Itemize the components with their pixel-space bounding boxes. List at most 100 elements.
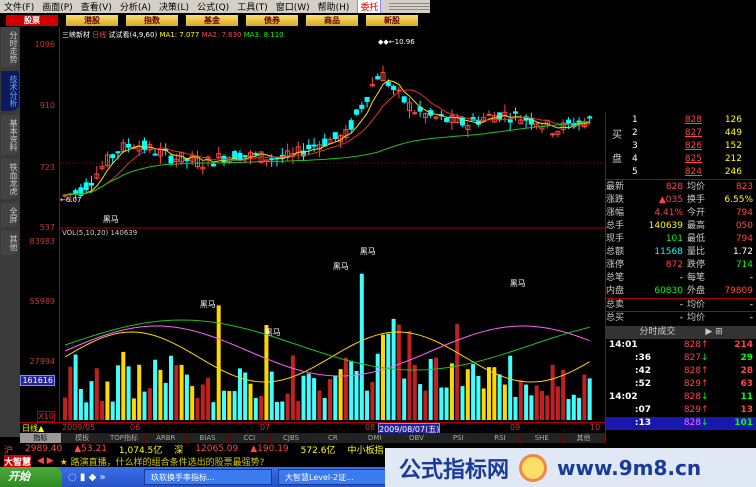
trade-row[interactable]: :07 829 ↑ 13 <box>606 404 756 417</box>
menu-item[interactable]: 工具(T) <box>237 3 268 13</box>
stat-value: 714 <box>735 260 753 270</box>
stat-label: 均价 <box>687 300 706 310</box>
taskbar-item[interactable]: 玖软换手率指标... <box>144 469 272 485</box>
market-tab[interactable]: 基金 <box>186 14 238 26</box>
kline-chart[interactable]: ◆◆←10.96 ←6.07 黑马 黑马 黑马 黑马 黑马 黑马 <box>60 27 605 422</box>
candle-body <box>449 114 455 124</box>
menu-item[interactable]: 查看(V) <box>80 3 112 13</box>
market-tab[interactable]: 指数 <box>126 14 178 26</box>
candle-body <box>385 81 391 86</box>
formula-label: 试试看(4,9,60) <box>108 31 158 39</box>
volume-bar <box>269 371 274 420</box>
view-tab[interactable]: 基本资料 <box>1 115 19 155</box>
indicator-tab[interactable]: OBV <box>396 433 438 443</box>
menu-bar: 文件(F) 画面(P) 查看(V) 分析(A) 决策(L) 公式(Q) 工具(T) 窗口(W)… <box>0 0 430 14</box>
indicator-tab[interactable]: DMI <box>354 433 397 443</box>
volume-bar <box>582 374 587 420</box>
candle-body <box>433 116 439 119</box>
trade-row[interactable]: 14:01 828 ↑ 214 <box>606 339 756 352</box>
indicator-tab[interactable]: RSI <box>480 433 522 443</box>
ma1-line <box>64 79 590 196</box>
indicator-tab[interactable]: SHE <box>521 433 564 443</box>
indicator-tab[interactable]: ARBR <box>145 433 188 443</box>
stat-label: 均价 <box>687 182 706 192</box>
stat-value: 794 <box>735 208 753 218</box>
market-tab[interactable]: 股票 <box>6 14 58 26</box>
volume-bar <box>497 374 502 420</box>
indicator-tab[interactable]: 模板 <box>62 433 104 443</box>
buy-label-char: 买 <box>612 130 622 141</box>
date-axis: 日线▲ 2009/05 06 07 08 09 10 2009/08/07(五) <box>20 422 605 436</box>
ticker-arrows[interactable]: ◀ ▶ <box>37 456 54 466</box>
price-tick: 1096 <box>34 40 55 49</box>
candle-body <box>332 132 338 139</box>
trade-price: 829 <box>683 405 701 415</box>
volume-bar <box>131 398 136 420</box>
trade-row[interactable]: :42 828 ↑ 28 <box>606 365 756 378</box>
entrust-button[interactable]: 委托 <box>357 0 382 14</box>
market-tab[interactable]: 新股 <box>366 14 418 26</box>
view-tab[interactable]: 技术分析 <box>1 71 19 111</box>
market-tab[interactable]: 港股 <box>66 14 118 26</box>
view-tab[interactable]: 其他 <box>1 231 19 255</box>
menu-item[interactable]: 帮助(H) <box>317 3 350 13</box>
volume-bar <box>301 375 306 420</box>
indicator-tab[interactable]: BIAS <box>187 433 229 443</box>
trade-row[interactable]: :13 828 ↓ 101 <box>606 417 756 430</box>
indicator-tab[interactable]: 指标 <box>20 433 62 443</box>
menu-item[interactable]: 窗口(W) <box>275 3 310 13</box>
candle-body <box>518 119 524 125</box>
indicator-tab[interactable]: TOP指标 <box>104 433 146 443</box>
indicator-tab[interactable]: CCI <box>229 433 271 443</box>
volume-bar <box>518 380 523 420</box>
trade-row[interactable]: 14:02 828 ↓ 11 <box>606 391 756 404</box>
market-tab[interactable]: 商品 <box>306 14 358 26</box>
volume-bar <box>492 367 497 420</box>
indicator-tab[interactable]: PSI <box>438 433 480 443</box>
indicator-tab[interactable]: 其他 <box>563 433 605 443</box>
candle-body <box>173 158 179 162</box>
indicator-tab[interactable]: CJBS <box>271 433 313 443</box>
trades-expand-icon[interactable]: ▶ ⊞ <box>705 327 723 337</box>
volume-bar <box>359 273 364 420</box>
candle-body <box>364 96 370 102</box>
trade-row[interactable]: :36 827 ↓ 29 <box>606 352 756 365</box>
volume-bar <box>396 324 401 420</box>
candle-body <box>412 112 418 115</box>
volume-bar <box>555 386 560 420</box>
volume-bar <box>418 384 423 420</box>
arrow-down-icon: ↓ <box>701 353 709 363</box>
view-tab[interactable]: 全屏 <box>1 203 19 227</box>
start-button[interactable]: 开始 <box>0 467 62 487</box>
ticker-text[interactable]: ★ 路演直播，什么样的组合条件选出的股票最强势? <box>59 457 265 468</box>
volume-bar <box>227 391 232 420</box>
volume-bar <box>200 384 205 420</box>
volume-bar <box>460 386 465 420</box>
arrow-up-icon: ↑ <box>701 340 709 350</box>
volume-bar <box>354 371 359 420</box>
period-label[interactable]: 日线▲ <box>22 424 45 433</box>
quick-launch-icons[interactable]: ◌ ▮ ◆ » <box>68 471 106 483</box>
level-number: 4 <box>632 154 638 164</box>
menu-item[interactable]: 文件(F) <box>4 3 35 13</box>
volume-ma-line <box>64 319 590 371</box>
trade-row[interactable]: :52 829 ↑ 63 <box>606 378 756 391</box>
volume-bar <box>169 355 173 420</box>
level-number: 2 <box>632 128 638 138</box>
menu-item[interactable]: 分析(A) <box>119 3 152 13</box>
menu-item[interactable]: 公式(Q) <box>197 3 230 13</box>
menu-item[interactable]: 决策(L) <box>159 3 190 13</box>
market-tab[interactable]: 债券 <box>246 14 298 26</box>
view-tab[interactable]: 分时走势 <box>1 27 19 67</box>
stat-label: 外盘 <box>687 286 706 296</box>
stat-label: 最新 <box>606 182 625 192</box>
black-horse-annotation: 黑马 <box>200 300 216 309</box>
volume-bar <box>312 378 317 420</box>
indicator-tab[interactable]: CR <box>312 433 355 443</box>
stat-label: 均价 <box>687 313 706 323</box>
stat-value: 140639 <box>648 221 683 231</box>
menu-item[interactable]: 画面(P) <box>42 3 73 13</box>
view-tab[interactable]: 铁血龙虎 <box>1 159 19 199</box>
trade-price: 828 <box>683 340 701 350</box>
